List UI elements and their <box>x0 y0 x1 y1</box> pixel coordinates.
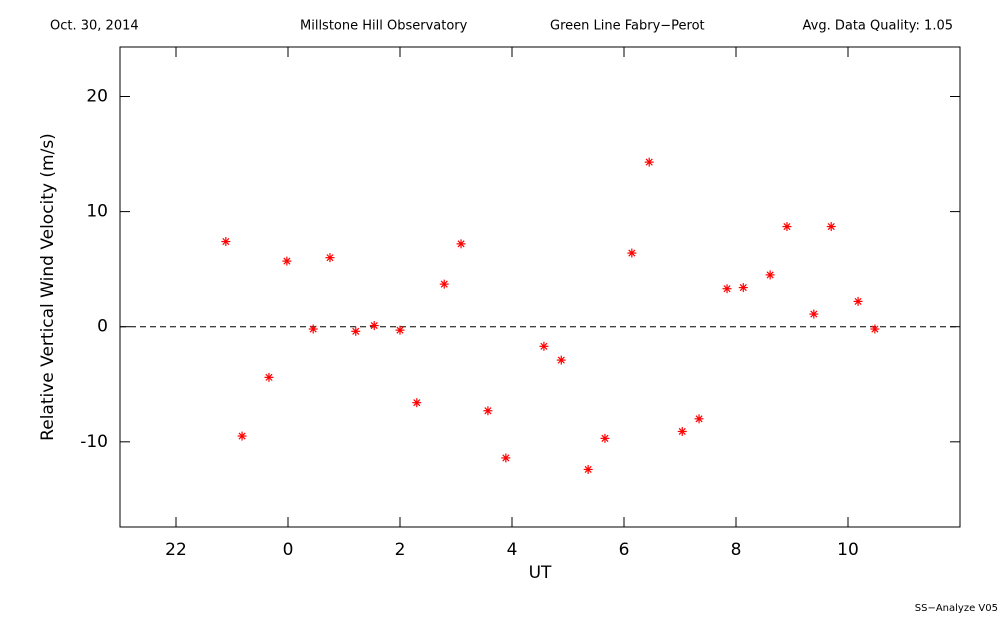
point-stroke <box>739 284 747 292</box>
point <box>412 398 422 408</box>
x-tick-label: 8 <box>731 540 742 560</box>
point-stroke <box>678 427 686 436</box>
point <box>369 321 379 331</box>
point-stroke <box>645 158 653 166</box>
point-stroke <box>695 415 703 423</box>
point <box>826 222 836 232</box>
footer: SS−Analyze V05 <box>915 603 998 614</box>
quality: Avg. Data Quality: 1.05 <box>803 19 953 34</box>
point-stroke <box>557 356 565 364</box>
point <box>282 256 292 266</box>
point-stroke <box>628 249 636 257</box>
point <box>627 248 637 258</box>
point <box>677 426 687 436</box>
point-stroke <box>540 342 548 350</box>
y-tick-label: 20 <box>86 86 108 106</box>
point <box>583 464 593 474</box>
point-stroke <box>326 254 334 262</box>
point <box>782 222 792 232</box>
x-tick-label: 0 <box>283 540 294 560</box>
point <box>439 279 449 289</box>
point <box>539 341 549 351</box>
point <box>738 283 748 293</box>
point-stroke <box>601 434 609 442</box>
point-stroke <box>783 222 791 231</box>
point <box>809 309 819 319</box>
point-stroke <box>810 310 818 318</box>
x-tick-label: 22 <box>165 540 187 560</box>
point <box>237 431 247 441</box>
point-stroke <box>265 373 273 381</box>
point-stroke <box>222 237 230 246</box>
point <box>556 355 566 365</box>
point <box>351 326 361 336</box>
x-axis-label: UT <box>529 563 552 583</box>
point-stroke <box>352 327 360 335</box>
point <box>483 406 493 416</box>
point <box>853 296 863 306</box>
plot-frame <box>119 46 961 528</box>
y-tick-label: 10 <box>86 202 108 222</box>
point <box>308 324 318 334</box>
point-stroke <box>413 399 421 407</box>
point-stroke <box>854 297 862 305</box>
y-tick-label: -10 <box>80 432 108 452</box>
point <box>870 324 880 334</box>
y-axis-label: Relative Vertical Wind Velocity (m/s) <box>38 133 58 441</box>
point-stroke <box>396 326 404 334</box>
date: Oct. 30, 2014 <box>50 19 139 34</box>
point <box>644 157 654 167</box>
point-stroke <box>584 465 592 474</box>
point <box>694 414 704 424</box>
point-stroke <box>309 325 317 333</box>
point-stroke <box>766 271 774 279</box>
point-stroke <box>827 222 835 231</box>
point-stroke <box>502 454 510 462</box>
x-tick-label: 10 <box>837 540 859 560</box>
instrument: Green Line Fabry−Perot <box>550 19 705 34</box>
site: Millstone Hill Observatory <box>300 19 468 34</box>
x-tick-label: 6 <box>619 540 630 560</box>
point-stroke <box>370 321 378 330</box>
point <box>456 239 466 249</box>
point <box>264 372 274 382</box>
point-stroke <box>484 407 492 415</box>
point-stroke <box>457 240 465 248</box>
x-tick-label: 4 <box>507 540 518 560</box>
y-tick-label: 0 <box>97 317 108 337</box>
point <box>600 433 610 443</box>
point-stroke <box>723 285 731 293</box>
point <box>325 253 335 263</box>
point-stroke <box>283 257 291 265</box>
x-tick-label: 2 <box>395 540 406 560</box>
point <box>395 325 405 335</box>
point <box>221 237 231 247</box>
point <box>722 284 732 294</box>
point <box>501 453 511 463</box>
point <box>765 270 775 280</box>
point-stroke <box>871 325 879 333</box>
point-stroke <box>238 432 246 440</box>
point-stroke <box>440 280 448 288</box>
